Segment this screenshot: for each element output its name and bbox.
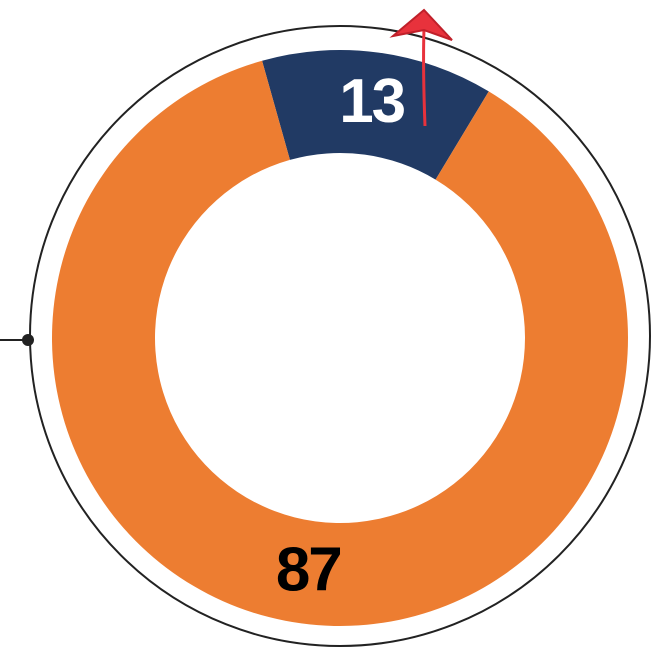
slice xyxy=(51,60,628,627)
slice xyxy=(262,50,489,180)
annotation-arrow xyxy=(389,8,453,127)
data-label: 87 xyxy=(276,536,341,605)
donut xyxy=(51,50,628,627)
data-label: 13 xyxy=(339,67,404,136)
connector-dot xyxy=(22,334,34,346)
